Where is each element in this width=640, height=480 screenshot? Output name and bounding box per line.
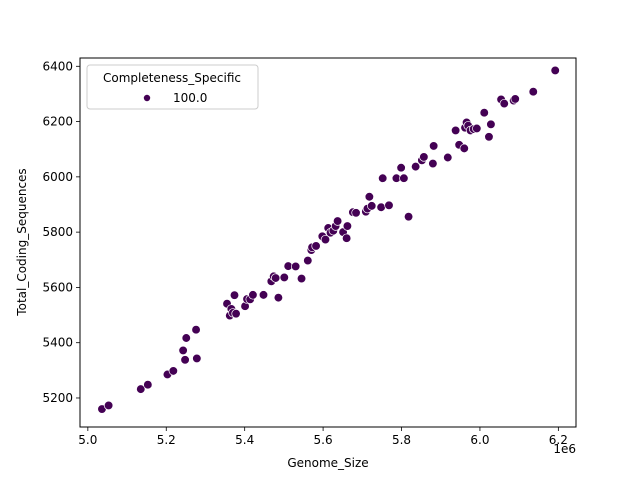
- x-tick-label: 5.6: [314, 433, 333, 447]
- data-point: [499, 98, 509, 109]
- data-point: [410, 161, 421, 172]
- data-point: [472, 123, 482, 134]
- x-axis-ticks: 5.0 5.2 5.4 5.6 5.8 6.0 6.2: [78, 427, 568, 447]
- plot-frame: [79, 57, 577, 428]
- data-point: [479, 108, 489, 118]
- data-point: [510, 94, 520, 104]
- legend-box: [86, 64, 259, 110]
- data-point: [143, 380, 153, 390]
- data-point: [351, 208, 361, 218]
- data-point: [429, 141, 439, 151]
- data-point: [367, 201, 377, 211]
- data-point: [192, 353, 202, 364]
- data-point: [399, 173, 409, 183]
- data-point: [341, 233, 352, 243]
- y-tick-label: 6400: [42, 59, 73, 73]
- x-tick-label: 6.2: [549, 433, 568, 447]
- data-point: [168, 366, 178, 376]
- data-point: [191, 325, 201, 335]
- x-axis-label: Genome_Size: [287, 456, 368, 470]
- x-tick-label: 5.8: [392, 433, 411, 447]
- x-tick-label: 5.0: [78, 433, 97, 447]
- data-point: [528, 87, 538, 97]
- x-tick-label: 5.2: [157, 433, 176, 447]
- data-point: [279, 272, 289, 283]
- legend-title: Completeness_Specific: [103, 71, 241, 85]
- legend-entry-label: 100.0: [173, 91, 207, 105]
- data-point: [419, 152, 429, 162]
- y-tick-label: 6200: [42, 115, 73, 129]
- legend: Completeness_Specific 100.0: [86, 64, 259, 110]
- data-point: [459, 143, 469, 154]
- data-point: [376, 202, 386, 212]
- data-point: [320, 234, 331, 245]
- y-tick-label: 5200: [42, 391, 73, 405]
- y-tick-label: 5400: [42, 336, 73, 350]
- data-point: [342, 221, 353, 231]
- y-axis-ticks: 5200 5400 5600 5800 6000 6200 6400: [42, 59, 80, 405]
- y-tick-label: 6000: [42, 170, 73, 184]
- data-point: [311, 241, 321, 251]
- data-point: [229, 290, 240, 300]
- data-point: [291, 261, 301, 272]
- data-point: [384, 200, 394, 210]
- data-point: [103, 400, 114, 411]
- data-point: [332, 216, 343, 226]
- data-point: [180, 355, 190, 365]
- data-point: [364, 192, 375, 202]
- data-point: [443, 152, 453, 163]
- data-point: [396, 163, 406, 173]
- data-point: [378, 173, 388, 183]
- x-tick-label: 6.0: [470, 433, 489, 447]
- data-point: [403, 212, 414, 222]
- y-tick-label: 5600: [42, 280, 73, 294]
- data-point: [136, 384, 146, 394]
- data-point: [484, 132, 494, 142]
- legend-marker: [143, 94, 151, 102]
- data-point: [248, 290, 258, 300]
- data-point: [178, 345, 188, 356]
- data-point: [550, 65, 560, 76]
- data-points: [97, 65, 560, 414]
- data-point: [258, 290, 269, 300]
- y-axis-label: Total_Coding_Sequences: [15, 168, 29, 316]
- y-tick-label: 5800: [42, 225, 73, 239]
- data-point: [273, 292, 284, 303]
- data-point: [181, 333, 191, 343]
- x-tick-label: 5.4: [235, 433, 254, 447]
- data-point: [428, 158, 438, 169]
- data-point: [231, 309, 241, 319]
- data-point: [296, 273, 307, 284]
- data-point: [303, 255, 313, 266]
- data-point: [271, 273, 281, 283]
- data-point: [486, 119, 496, 129]
- data-point: [450, 125, 461, 136]
- x-axis-offset-label: 1e6: [553, 442, 576, 456]
